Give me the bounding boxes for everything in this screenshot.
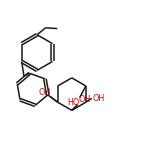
Text: OH: OH — [92, 94, 104, 103]
Text: OH: OH — [38, 87, 50, 96]
Text: HO: HO — [67, 98, 79, 107]
Text: OH: OH — [78, 95, 90, 104]
